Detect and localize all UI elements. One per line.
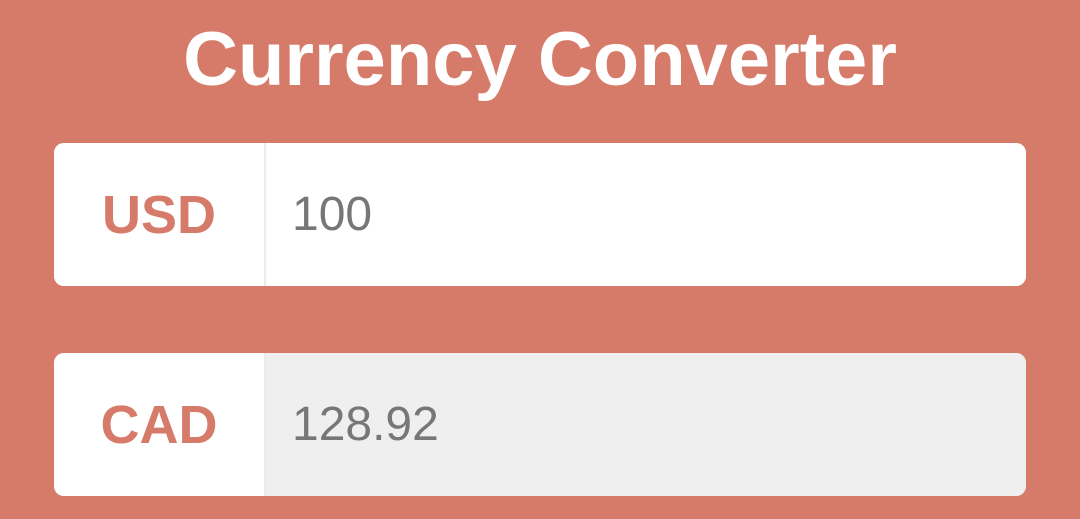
app-title: Currency Converter	[183, 17, 897, 102]
from-amount-container	[266, 143, 1026, 286]
to-amount-container: 128.92	[266, 353, 1026, 496]
to-currency-selector[interactable]: CAD	[54, 353, 266, 496]
to-currency-row: CAD 128.92	[54, 353, 1026, 496]
from-amount-input[interactable]	[292, 186, 1026, 243]
from-currency-row: USD	[54, 143, 1026, 286]
from-currency-selector[interactable]: USD	[54, 143, 266, 286]
to-currency-code: CAD	[100, 394, 218, 455]
to-amount-output: 128.92	[292, 397, 439, 451]
from-currency-code: USD	[101, 184, 216, 245]
